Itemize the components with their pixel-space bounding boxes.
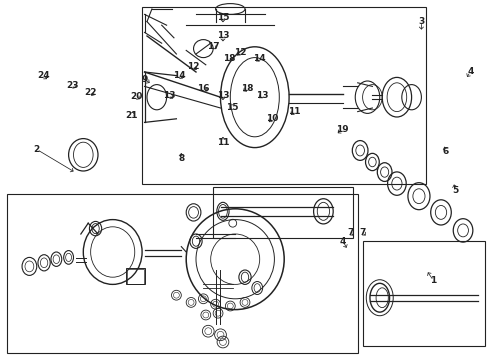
Text: 7: 7 (359, 228, 366, 237)
Text: 14: 14 (172, 71, 185, 80)
Text: 8: 8 (178, 154, 184, 163)
Text: 10: 10 (266, 114, 278, 123)
Text: 1: 1 (431, 276, 437, 285)
Text: 15: 15 (217, 13, 229, 22)
Text: 4: 4 (467, 68, 474, 77)
Bar (142, 7, 426, 184)
Text: 4: 4 (340, 237, 346, 246)
Text: 21: 21 (125, 111, 138, 120)
Text: 5: 5 (453, 186, 459, 195)
Text: 11: 11 (217, 138, 229, 147)
Text: 14: 14 (253, 54, 266, 63)
Text: 15: 15 (226, 103, 239, 112)
Text: 2: 2 (34, 145, 40, 154)
Text: 12: 12 (187, 62, 200, 71)
Bar (213, 187, 353, 238)
Bar (7, 194, 358, 353)
Text: 7: 7 (347, 228, 354, 237)
Text: 18: 18 (241, 84, 254, 93)
Text: 13: 13 (163, 91, 175, 100)
Text: 6: 6 (443, 147, 449, 156)
Text: 19: 19 (336, 125, 348, 134)
Text: 13: 13 (256, 91, 269, 100)
Text: 20: 20 (130, 92, 143, 101)
Text: 17: 17 (207, 41, 220, 50)
Text: 12: 12 (234, 48, 246, 57)
Text: 13: 13 (217, 91, 229, 100)
Bar (363, 241, 485, 346)
Bar (126, 268, 145, 284)
Text: 16: 16 (197, 84, 210, 93)
Text: 18: 18 (223, 54, 236, 63)
Text: 13: 13 (217, 31, 229, 40)
Text: 22: 22 (84, 88, 97, 97)
Text: 23: 23 (66, 81, 79, 90)
Text: 11: 11 (288, 107, 300, 116)
Text: 24: 24 (37, 71, 49, 80)
Bar (127, 269, 144, 284)
Text: 3: 3 (418, 17, 424, 26)
Text: 9: 9 (141, 75, 148, 84)
